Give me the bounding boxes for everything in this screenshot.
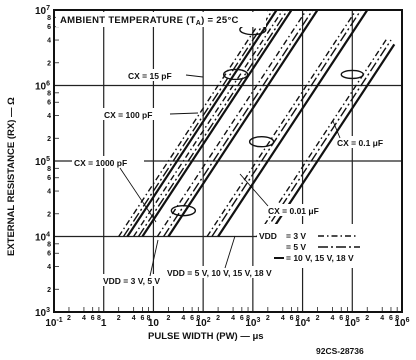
legend-label-3v: = 3 V bbox=[286, 231, 306, 241]
series-line-3 bbox=[141, 9, 293, 238]
y-minor-label: 6 bbox=[47, 24, 51, 31]
x-minor-label: 4 bbox=[380, 315, 384, 322]
x-minor-label: 2 bbox=[365, 315, 369, 322]
y-minor-label: 2 bbox=[47, 60, 51, 67]
y-minor-label: 2 bbox=[47, 287, 51, 294]
capacitance-marker-2 bbox=[170, 204, 197, 217]
y-tick-label-2: 105 bbox=[35, 156, 50, 168]
figure-code: 92CS-28736 bbox=[316, 346, 364, 356]
y-axis-label: EXTERNAL RESISTANCE (RX) — Ω bbox=[6, 97, 17, 256]
x-minor-label: 6 bbox=[240, 315, 244, 322]
y-tick-label-1: 104 bbox=[35, 232, 50, 244]
annotation-pointers bbox=[119, 74, 341, 277]
y-minor-label: 4 bbox=[47, 113, 51, 120]
y-minor-label: 8 bbox=[47, 90, 51, 97]
chart-title: AMBIENT TEMPERATURE (TA) = 25°C bbox=[60, 15, 239, 27]
x-minor-label: 2 bbox=[266, 315, 270, 322]
x-minor-label: 4 bbox=[82, 315, 86, 322]
x-minor-label: 6 bbox=[140, 315, 144, 322]
x-tick-label-5: 104 bbox=[295, 317, 310, 329]
annotation-cx-001uf: CX = 0.01 μF bbox=[268, 206, 319, 216]
legend-label-10v: = 10 V, 15 V, 18 V bbox=[286, 253, 354, 263]
x-minor-label: 4 bbox=[132, 315, 136, 322]
x-tick-label-0: 10-1 bbox=[45, 317, 62, 329]
x-minor-label: 6 bbox=[91, 315, 95, 322]
x-tick-label-3: 102 bbox=[196, 317, 211, 329]
capacitance-marker-3 bbox=[248, 136, 275, 148]
series-layer bbox=[118, 9, 396, 238]
series-line-13 bbox=[261, 39, 392, 237]
annotation-layer: CX = 15 pF CX = 100 pF CX = 1000 pF CX =… bbox=[72, 69, 397, 286]
y-minor-label: 6 bbox=[47, 175, 51, 182]
x-tick-label-7: 106 bbox=[394, 317, 409, 329]
x-minor-label: 2 bbox=[166, 315, 170, 322]
series-line-1 bbox=[122, 9, 274, 237]
y-minor-label: 8 bbox=[47, 166, 51, 173]
x-tick-label-4: 103 bbox=[245, 317, 260, 329]
y-tick-label-3: 106 bbox=[35, 81, 50, 93]
y-minor-label: 4 bbox=[47, 189, 51, 196]
x-minor-label: 6 bbox=[389, 315, 393, 322]
y-minor-label: 4 bbox=[47, 264, 51, 271]
x-minor-label: 8 bbox=[246, 315, 250, 322]
series-line-10 bbox=[211, 9, 362, 237]
legend: VDD = 3 V = 5 V = 10 V, 15 V, 18 V bbox=[257, 224, 401, 268]
title-band bbox=[56, 12, 266, 27]
y-tick-label-0: 103 bbox=[35, 307, 50, 319]
annotation-vdd-3v-5v: VDD = 3 V, 5 V bbox=[103, 276, 160, 286]
series-line-5 bbox=[133, 9, 284, 237]
legend-label-5v: = 5 V bbox=[286, 242, 306, 252]
y-minor-label: 2 bbox=[47, 136, 51, 143]
x-minor-label: 8 bbox=[296, 315, 300, 322]
y-minor-label: 8 bbox=[47, 241, 51, 248]
y-minor-label: 6 bbox=[47, 100, 51, 107]
x-minor-label: 2 bbox=[67, 315, 71, 322]
x-tick-label-1: 1 bbox=[101, 318, 107, 329]
x-axis-label: PULSE WIDTH (PW) — μs bbox=[148, 331, 264, 342]
x-minor-label: 8 bbox=[147, 315, 151, 322]
series-line-9 bbox=[217, 9, 369, 238]
y-tick-label-4: 107 bbox=[35, 5, 50, 17]
series-line-0 bbox=[126, 9, 278, 238]
annotation-cx-15pf: CX = 15 pF bbox=[128, 71, 172, 81]
x-minor-label: 8 bbox=[196, 315, 200, 322]
y-minor-label: 8 bbox=[47, 15, 51, 22]
series-line-7 bbox=[163, 9, 314, 237]
legend-title: VDD bbox=[259, 231, 277, 241]
annotation-cx-1000pf: CX = 1000 pF bbox=[74, 158, 127, 168]
x-minor-label: 2 bbox=[216, 315, 220, 322]
x-minor-label: 2 bbox=[117, 315, 121, 322]
x-minor-label: 4 bbox=[181, 315, 185, 322]
series-line-2 bbox=[118, 9, 269, 237]
series-line-8 bbox=[156, 9, 308, 237]
y-minor-label: 6 bbox=[47, 251, 51, 258]
x-minor-label: 6 bbox=[339, 315, 343, 322]
series-line-11 bbox=[206, 9, 357, 237]
x-minor-label: 4 bbox=[231, 315, 235, 322]
capacitance-marker-1 bbox=[222, 68, 249, 81]
x-minor-label: 4 bbox=[281, 315, 285, 322]
capacitance-marker-4 bbox=[340, 69, 364, 80]
x-minor-label: 8 bbox=[395, 315, 399, 322]
x-minor-label: 8 bbox=[346, 315, 350, 322]
series-line-6 bbox=[167, 9, 319, 238]
x-tick-label-2: 10 bbox=[148, 318, 160, 329]
annotation-cx-01uf: CX = 0.1 μF bbox=[337, 138, 383, 148]
y-minor-label: 4 bbox=[47, 38, 51, 45]
x-minor-label: 4 bbox=[331, 315, 335, 322]
x-minor-label: 2 bbox=[316, 315, 320, 322]
series-line-4 bbox=[137, 9, 289, 237]
x-tick-label-6: 105 bbox=[345, 317, 360, 329]
annotation-cx-100pf: CX = 100 pF bbox=[104, 110, 152, 120]
x-minor-label: 8 bbox=[97, 315, 101, 322]
x-minor-label: 6 bbox=[190, 315, 194, 322]
annotation-vdd-5v-18v: VDD = 5 V, 10 V, 15 V, 18 V bbox=[167, 268, 272, 278]
plot-frame bbox=[53, 9, 403, 313]
x-minor-label: 6 bbox=[290, 315, 294, 322]
y-minor-label: 2 bbox=[47, 211, 51, 218]
